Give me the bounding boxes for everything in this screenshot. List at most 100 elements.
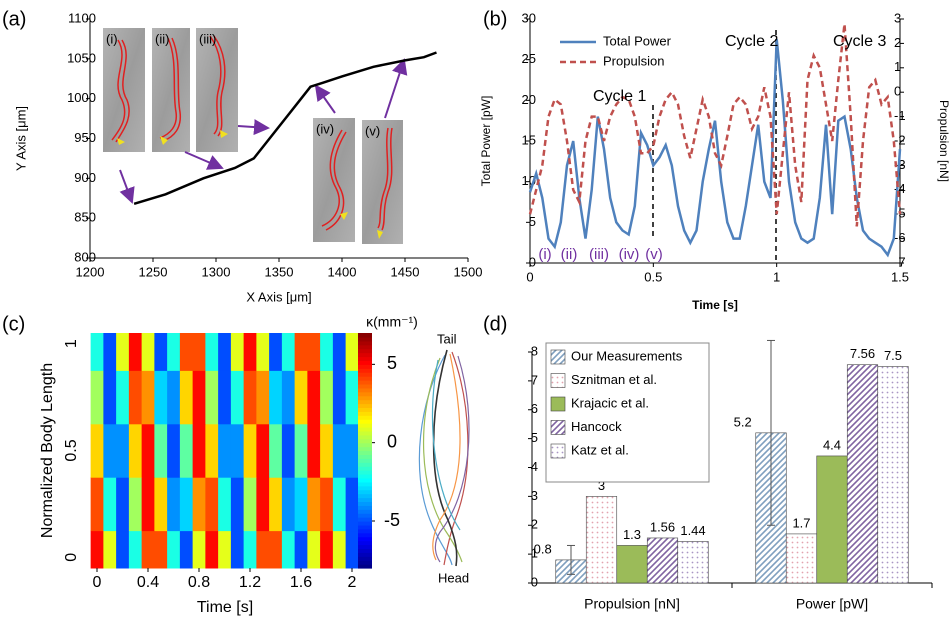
data-label: 5.2	[734, 414, 752, 429]
colorbar-slice	[358, 360, 372, 365]
colorbar-slice	[358, 548, 372, 553]
bar	[646, 537, 679, 584]
data-label: 4.4	[823, 437, 841, 452]
legend-swatch	[550, 396, 566, 412]
heat-cell	[116, 370, 130, 425]
legend-label: Total Power	[603, 33, 672, 48]
heat-cell	[205, 370, 219, 425]
heat-cell	[230, 477, 245, 532]
cycle-label: Cycle 3	[833, 33, 886, 50]
heat-cell	[269, 530, 283, 569]
colorbar-tick-label: 5	[387, 353, 397, 373]
colorbar-slice	[358, 356, 372, 362]
heat-cell	[345, 333, 359, 371]
colorbar-slice	[358, 427, 372, 432]
phase-label: (v)	[645, 246, 663, 263]
heat-cell	[230, 333, 245, 371]
tick-label: 0.5	[644, 269, 662, 284]
legend-label: Krajacic et al.	[571, 395, 649, 410]
heat-cell	[116, 477, 130, 532]
category-label: Propulsion [nN]	[584, 596, 680, 612]
colorbar-slice	[358, 481, 372, 487]
tick-label: -7	[894, 254, 906, 269]
heat-cell	[128, 333, 143, 371]
heat-cell	[141, 333, 155, 371]
colorbar-slice	[358, 466, 372, 471]
heat-cell	[307, 530, 321, 569]
heat-cell	[218, 423, 232, 478]
tick-label: 8	[531, 343, 538, 358]
data-label: 7.5	[884, 348, 902, 363]
series-line	[528, 23, 902, 227]
tick-label: 6	[531, 401, 538, 416]
colorbar-slice	[358, 344, 372, 350]
legend-label: Sznitman et al.	[571, 372, 657, 387]
heat-cell	[103, 423, 117, 478]
tick-label: 1.5	[891, 269, 909, 284]
data-label: 7.56	[850, 346, 875, 361]
heat-cell	[332, 370, 347, 425]
tick-label: 0	[63, 553, 80, 562]
error-bar	[767, 339, 775, 526]
colorbar-slice	[358, 497, 372, 503]
tick-label: 1400	[328, 264, 357, 279]
heat-cell	[218, 370, 232, 425]
heat-cell	[243, 333, 257, 371]
heat-cell	[192, 477, 206, 532]
heat-cell	[307, 333, 321, 371]
colorbar-slice	[358, 517, 372, 522]
worm-tangle	[418, 349, 470, 567]
tick-label: 1	[894, 59, 901, 74]
phase-label: (i)	[538, 246, 551, 263]
heat-cell	[243, 530, 257, 569]
colorbar-slice	[358, 462, 372, 467]
bar	[846, 364, 879, 584]
colorbar-slice	[358, 556, 372, 561]
heat-cell	[243, 423, 257, 478]
tick-label: -4	[894, 181, 906, 196]
heat-cell	[332, 530, 347, 569]
heat-cell	[345, 370, 359, 425]
heat-cell	[256, 530, 270, 569]
colorbar-slice	[358, 438, 372, 444]
heat-cell	[256, 423, 270, 478]
heat-cell	[320, 530, 334, 569]
heat-cell	[90, 370, 104, 425]
heat-cell	[218, 530, 232, 569]
colorbar-slice	[358, 383, 372, 389]
colorbar-slice	[358, 368, 372, 373]
heat-cell	[128, 370, 143, 425]
heat-cell	[307, 477, 321, 532]
heat-cell	[167, 477, 181, 532]
cycle-label: Cycle 2	[725, 33, 778, 50]
heat-cell	[294, 370, 308, 425]
colorbar-slice	[358, 474, 372, 479]
tick-label: 25	[522, 51, 536, 66]
heat-cell	[205, 333, 219, 371]
tick-label: 1250	[139, 264, 168, 279]
colorbar-slice	[358, 407, 372, 412]
colorbar-slice	[358, 540, 372, 546]
cycle-label: Cycle 1	[593, 88, 646, 105]
y-axis-title: Y Axis [μm]	[13, 106, 28, 171]
heat-cell	[90, 333, 104, 371]
colorbar-slice	[358, 450, 372, 456]
colorbar-slice	[358, 493, 372, 499]
worm-images	[103, 28, 403, 244]
heat-cell	[256, 477, 270, 532]
legend-label: Hancock	[571, 419, 622, 434]
colorbar-slice	[358, 403, 372, 409]
arrows	[119, 58, 408, 204]
colorbar-title: κ(mm⁻¹)	[366, 314, 418, 330]
tick-label: 1	[773, 269, 780, 284]
tick-label: 1100	[68, 10, 96, 25]
category-label: Power [pW]	[796, 596, 868, 612]
heat-cell	[320, 477, 334, 532]
x-axis-title: Time [s]	[197, 599, 253, 616]
heat-cell	[167, 530, 181, 569]
heat-cell	[230, 370, 245, 425]
heat-cell	[256, 333, 270, 371]
x-axis-title: X Axis [μm]	[246, 289, 311, 304]
tick-label: 1.6	[290, 574, 312, 591]
data-label: 1.7	[792, 515, 810, 530]
